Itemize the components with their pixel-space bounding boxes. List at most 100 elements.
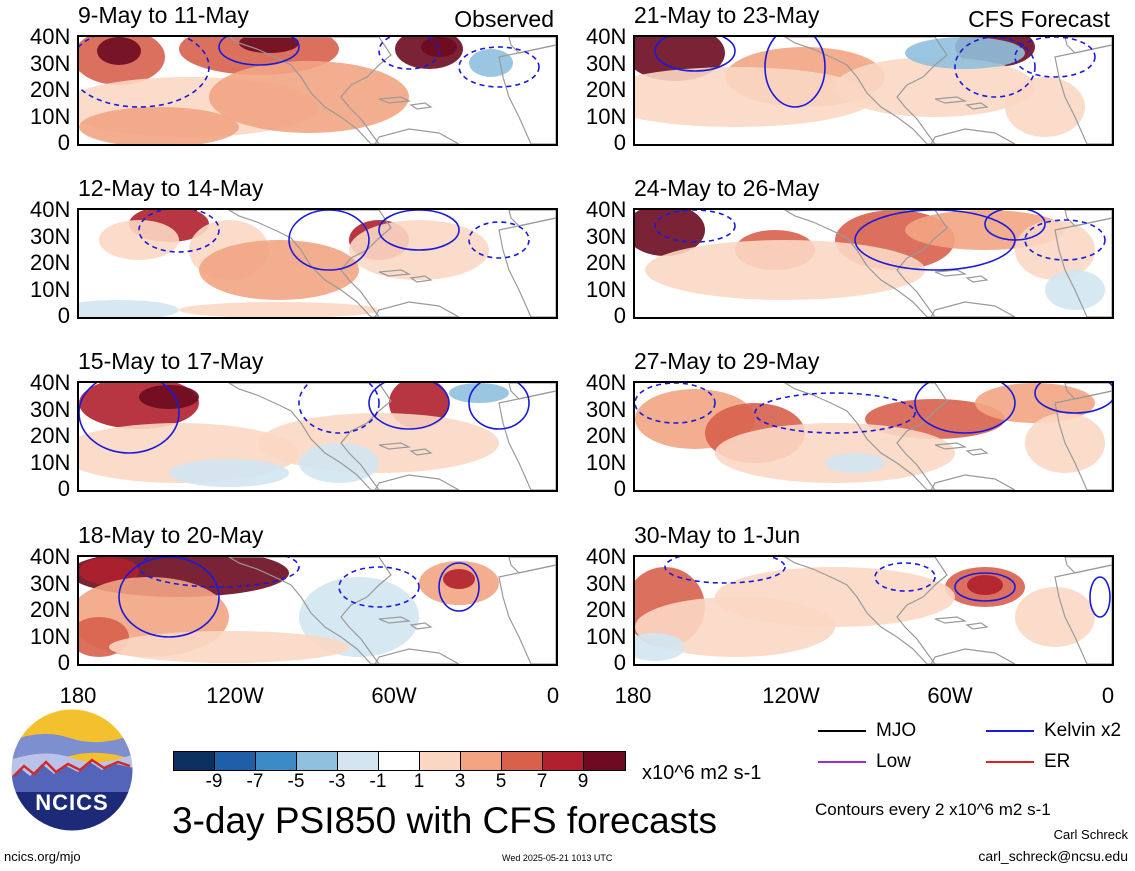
lat-tick-label: 10N: [586, 623, 627, 649]
legend-mjo: MJO: [818, 720, 916, 742]
lat-tick-label: 20N: [30, 77, 71, 102]
coastline: [508, 557, 556, 574]
kelvin-contour: [79, 37, 210, 108]
timestamp: Wed 2025-05-21 1013 UTC: [502, 853, 613, 863]
kelvin-contour: [218, 37, 300, 66]
coastline: [498, 44, 556, 144]
map-panel: [633, 381, 1114, 492]
forecast-label: CFS Forecast: [968, 6, 1110, 32]
kelvin-contour: [1024, 219, 1106, 261]
kelvin-contour: [954, 572, 1016, 602]
lat-tick-label: 0: [613, 130, 626, 155]
legend-low-label: Low: [876, 751, 911, 772]
lat-tick-label: 10N: [30, 103, 71, 129]
colorbar-swatch: [297, 752, 338, 770]
lon-tick-right-180: 180: [614, 683, 652, 708]
coastline: [378, 442, 412, 450]
legend-kelvin: Kelvin x2: [986, 720, 1121, 742]
lat-tick-label: 20N: [586, 597, 627, 622]
coastline: [965, 448, 989, 456]
panel-title: 27-May to 29-May: [634, 348, 820, 374]
lon-tick-left-120w: 120W: [206, 683, 264, 708]
legend-mjo-label: MJO: [876, 720, 917, 741]
kelvin-contour: [654, 37, 736, 72]
lat-tick-label: 40N: [586, 24, 627, 49]
psi-anomaly-shading: [635, 67, 875, 127]
psi-anomaly-shading: [835, 57, 1035, 117]
author-email: carl_schreck@ncsu.edu: [978, 848, 1128, 864]
coastline: [783, 210, 948, 317]
low-line-icon: [818, 760, 866, 763]
coastline: [378, 96, 412, 104]
coastline: [934, 442, 968, 450]
legend-low: Low: [818, 751, 911, 773]
kelvin-contour: [764, 37, 826, 108]
psi-anomaly-shading: [635, 597, 835, 657]
lat-tick-label: 0: [57, 303, 70, 328]
psi-anomaly-shading: [967, 575, 1003, 595]
coastline: [498, 390, 556, 490]
coastline: [930, 301, 1016, 317]
lat-tick-label: 30N: [586, 50, 627, 76]
site-link[interactable]: ncics.org/mjo: [4, 849, 81, 864]
colorbar-label: 3: [454, 771, 466, 792]
psi-anomaly-shading: [99, 220, 179, 260]
psi-anomaly-shading: [199, 240, 359, 300]
mjo-line-icon: [818, 729, 866, 732]
colorbar-label: -9: [205, 771, 223, 792]
psi-anomaly-shading: [97, 37, 141, 65]
lat-tick-label: 40N: [30, 197, 71, 222]
kelvin-contour: [654, 210, 736, 243]
kelvin-contour: [874, 562, 936, 592]
coastline: [508, 37, 556, 54]
colorbar: [173, 751, 626, 771]
psi-anomaly-shading: [715, 423, 955, 483]
coastline: [498, 564, 556, 664]
kelvin-contour: [468, 383, 530, 430]
er-line-icon: [986, 760, 1034, 763]
lon-tick-right-60w: 60W: [927, 683, 973, 708]
psi-anomaly-shading: [1015, 220, 1095, 280]
coastline: [965, 275, 989, 283]
kelvin-contour: [338, 566, 420, 608]
coastline: [409, 448, 433, 456]
colorbar-units: x10^6 m2 s-1: [642, 762, 762, 784]
lon-tick-right-0: 0: [1101, 683, 1115, 708]
psi-anomaly-shading: [179, 302, 379, 317]
observed-label: Observed: [454, 6, 554, 32]
lat-tick-label: 20N: [586, 250, 627, 275]
psi-anomaly-shading: [79, 107, 239, 144]
psi-anomaly-shading: [299, 577, 419, 657]
coastline: [1064, 557, 1112, 574]
colorbar-label: -3: [328, 771, 346, 792]
lat-tick-label: 0: [613, 303, 626, 328]
coastline: [409, 102, 433, 110]
psi-anomaly-shading: [169, 459, 289, 487]
coastline: [227, 557, 392, 664]
coastline: [378, 616, 412, 624]
kelvin-contour: [368, 383, 450, 430]
colorbar-label: 1: [413, 771, 425, 792]
kelvin-contour: [1034, 383, 1112, 414]
psi-anomaly-shading: [109, 631, 349, 663]
kelvin-contour: [1014, 37, 1096, 78]
map-panel: [77, 208, 558, 319]
colorbar-swatch: [215, 752, 256, 770]
kelvin-contour: [288, 210, 370, 271]
lat-tick-label: 40N: [30, 24, 71, 49]
psi-anomaly-shading: [139, 385, 199, 409]
colorbar-swatch: [338, 752, 379, 770]
lat-tick-label: 30N: [30, 396, 71, 422]
lon-tick-left-180: 180: [59, 683, 97, 708]
lat-tick-label: 10N: [30, 449, 71, 475]
lat-tick-label: 20N: [586, 77, 627, 102]
map-panel: [633, 35, 1114, 146]
map-panel: [77, 555, 558, 666]
lat-tick-label: 40N: [586, 197, 627, 222]
coastline: [508, 210, 556, 227]
kelvin-contour: [954, 37, 1036, 98]
kelvin-contour: [635, 383, 716, 424]
contour-note: Contours every 2 x10^6 m2 s-1: [815, 800, 1051, 819]
kelvin-contour: [378, 37, 440, 70]
psi-anomaly-shading: [239, 37, 299, 53]
